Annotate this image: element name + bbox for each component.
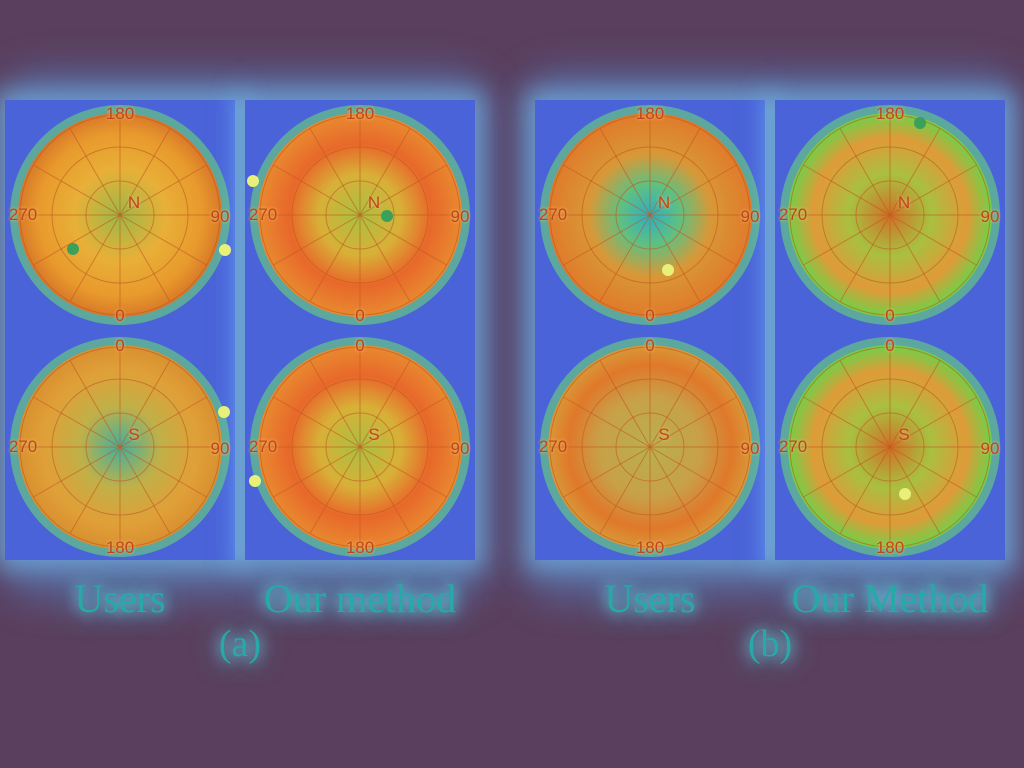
polar-tick-center: N <box>657 193 671 212</box>
polar-tick-right: 90 <box>980 439 1000 458</box>
polar-plot-a-method-south <box>250 337 470 557</box>
polar-tick-top: 0 <box>115 336 125 355</box>
polar-tick-bottom: 180 <box>875 538 905 557</box>
polar-tick-bottom: 180 <box>345 538 375 557</box>
marker-dot <box>247 175 259 187</box>
polar-tick-top: 180 <box>635 104 665 123</box>
polar-tick-left: 270 <box>248 437 278 456</box>
angular-gridline <box>563 396 737 498</box>
polar-tick-bottom: 0 <box>115 306 125 325</box>
polar-tick-left: 270 <box>8 205 38 224</box>
polar-tick-right: 90 <box>740 207 760 226</box>
polar-plot-b-method-north <box>780 105 1000 325</box>
polar-tick-top: 0 <box>645 336 655 355</box>
angular-gridline <box>803 164 977 266</box>
polar-tick-left: 270 <box>538 437 568 456</box>
polar-tick-right: 90 <box>210 439 230 458</box>
marker-dot <box>219 244 231 256</box>
polar-tick-center: S <box>368 425 380 444</box>
marker-dot <box>662 264 674 276</box>
caption-a-method: Our method <box>263 576 457 621</box>
polar-tick-center: S <box>658 425 670 444</box>
polar-tick-right: 90 <box>450 439 470 458</box>
marker-dot <box>218 406 230 418</box>
polar-plot-b-users-north <box>540 105 760 325</box>
polar-tick-top: 180 <box>345 104 375 123</box>
subfigure-label-b: (b) <box>747 623 793 665</box>
polar-tick-left: 270 <box>778 437 808 456</box>
marker-dot <box>249 475 261 487</box>
marker-dot <box>914 117 926 129</box>
polar-tick-top: 180 <box>105 104 135 123</box>
marker-dot <box>381 210 393 222</box>
polar-tick-center: N <box>367 193 381 212</box>
angular-gridline <box>33 164 207 266</box>
polar-tick-bottom: 0 <box>885 306 895 325</box>
caption-a-users: Users <box>74 576 166 621</box>
polar-tick-right: 90 <box>980 207 1000 226</box>
angular-gridline <box>563 164 737 266</box>
polar-tick-center: S <box>128 425 140 444</box>
polar-tick-bottom: 0 <box>355 306 365 325</box>
polar-tick-center: N <box>127 193 141 212</box>
polar-plot-b-method-south <box>780 337 1000 557</box>
marker-dot <box>899 488 911 500</box>
caption-b-users: Users <box>604 576 696 621</box>
polar-tick-right: 90 <box>740 439 760 458</box>
polar-tick-center: S <box>898 425 910 444</box>
polar-tick-top: 180 <box>875 104 905 123</box>
polar-tick-left: 270 <box>778 205 808 224</box>
polar-plot-b-users-south <box>540 337 760 557</box>
polar-tick-right: 90 <box>210 207 230 226</box>
angular-gridline <box>803 396 977 498</box>
polar-plot-a-users-south <box>10 337 230 557</box>
polar-tick-left: 270 <box>538 205 568 224</box>
polar-tick-center: N <box>897 193 911 212</box>
caption-b-method: Our Method <box>791 576 989 621</box>
polar-tick-bottom: 0 <box>645 306 655 325</box>
polar-plot-a-method-north <box>250 105 470 325</box>
marker-dot <box>67 243 79 255</box>
polar-tick-left: 270 <box>8 437 38 456</box>
angular-gridline <box>33 396 207 498</box>
angular-gridline <box>273 164 447 266</box>
polar-tick-left: 270 <box>248 205 278 224</box>
polar-tick-top: 0 <box>885 336 895 355</box>
polar-tick-top: 0 <box>355 336 365 355</box>
subfigure-label-a: (a) <box>218 623 262 665</box>
angular-gridline <box>273 396 447 498</box>
polar-tick-right: 90 <box>450 207 470 226</box>
polar-tick-bottom: 180 <box>105 538 135 557</box>
polar-tick-bottom: 180 <box>635 538 665 557</box>
polar-plot-a-users-north <box>10 105 230 325</box>
